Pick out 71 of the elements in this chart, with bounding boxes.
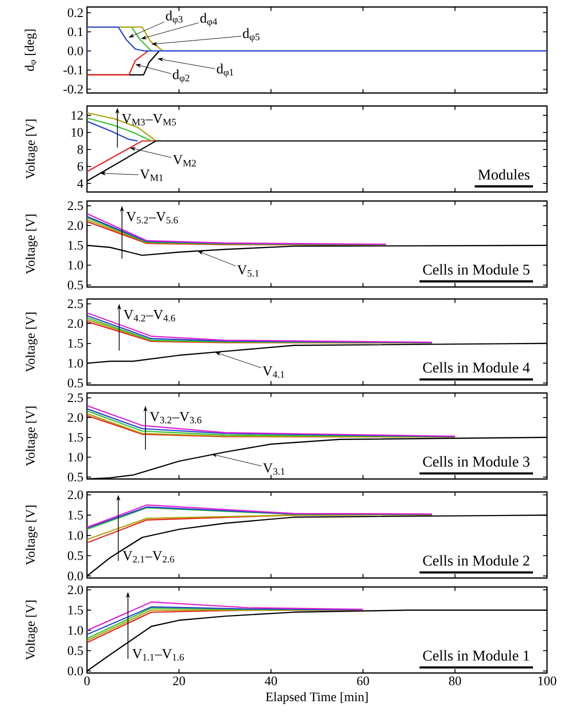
- annotation: d$_{φ2}$: [172, 69, 190, 84]
- y-tick-label: 1.5: [68, 606, 83, 614]
- text: Cells in Module 4: [423, 362, 530, 373]
- y-tick-label: -0.2: [63, 84, 83, 94]
- y-tick-label: 0.5: [68, 646, 83, 656]
- annotation: V$_{5.2}$–V$_{5.6}$: [126, 212, 178, 224]
- y-tick-label: 1.5: [68, 433, 83, 442]
- y-tick-label: 1.0: [68, 358, 83, 368]
- y-tick-label: 4: [77, 179, 84, 188]
- annotation: V$_{4.1}$: [262, 366, 284, 378]
- y-axis-title: Voltage [V]: [26, 600, 38, 660]
- y-axis-title: Voltage [V]: [26, 214, 38, 274]
- y-tick-label: 6: [78, 162, 84, 171]
- y-tick-label: 0.2: [68, 8, 83, 18]
- annotation: V$_{3.2}$–V$_{3.6}$: [150, 412, 202, 424]
- y-axis-title: Voltage [V]: [26, 406, 38, 466]
- annotation: d$_{φ3}$: [166, 10, 183, 25]
- y-tick-label: 0.5: [68, 378, 83, 388]
- y-tick-label: 1.5: [68, 339, 83, 348]
- annotation: d$_{φ4}$: [200, 12, 218, 27]
- y-tick-label: 0.0: [68, 46, 83, 56]
- y-tick-label: 0.5: [68, 472, 83, 482]
- y-tick-label: 0.0: [68, 572, 83, 580]
- text: Cells in Module 2: [423, 555, 530, 566]
- x-tick-label: 60: [357, 676, 369, 686]
- text: Modules: [478, 169, 530, 180]
- x-axis-title: Elapsed Time [min]: [266, 692, 368, 704]
- y-tick-label: 12: [72, 111, 83, 120]
- x-tick-label: 100: [538, 676, 556, 686]
- annotation: V$_{4.2}$–V$_{4.6}$: [124, 310, 176, 322]
- annotation: V$_{3.1}$: [262, 463, 285, 475]
- annotation: d$_{φ1}$: [216, 64, 234, 78]
- y-tick-label: 2.5: [68, 299, 83, 308]
- y-tick-label: 1.5: [68, 510, 83, 520]
- y-tick-label: 2.0: [68, 221, 83, 230]
- y-tick-label: 1.0: [68, 260, 83, 270]
- y-tick-label: 2.0: [68, 319, 83, 328]
- y-tick-label: 2.0: [68, 490, 83, 500]
- text: Cells in Module 3: [423, 456, 530, 467]
- y-axis-title: Voltage [V]: [26, 120, 38, 180]
- text: Cells in Module 5: [423, 264, 530, 275]
- y-tick-label: 1.0: [68, 531, 83, 540]
- y-tick-label: 0.5: [68, 280, 83, 290]
- x-tick-label: 0: [84, 676, 90, 686]
- y-axis-title: d$_{φ}$ [deg]: [24, 30, 38, 71]
- x-tick-label: 20: [173, 676, 185, 686]
- y-tick-label: 2.5: [68, 393, 83, 402]
- y-axis-title: Voltage [V]: [26, 312, 38, 372]
- annotation: V$_{1.1}$–V$_{1.6}$: [132, 649, 184, 661]
- y-tick-label: 1.0: [68, 452, 83, 462]
- y-tick-label: 2.0: [68, 585, 83, 594]
- y-axis-title: Voltage [V]: [26, 506, 38, 566]
- y-tick-label: 0.5: [68, 551, 83, 560]
- y-tick-label: 1.0: [68, 626, 83, 635]
- y-tick-label: -0.1: [63, 66, 83, 74]
- y-tick-label: 8: [78, 145, 83, 154]
- text: Cells in Module 1: [423, 650, 530, 661]
- y-tick-label: 0.1: [68, 27, 83, 36]
- y-tick-label: 2.0: [68, 413, 83, 422]
- annotation: d$_{φ5}$: [242, 28, 260, 42]
- x-tick-label: 80: [449, 676, 461, 686]
- y-tick-label: 0.0: [68, 666, 83, 676]
- annotation: V$_{2.1}$–V$_{2.6}$: [122, 551, 174, 563]
- annotation: V$_{M1}$: [140, 170, 163, 181]
- annotation: V$_{M3}$–V$_{M5}$: [122, 114, 176, 126]
- y-tick-label: 10: [72, 128, 83, 137]
- annotation: V$_{M2}$: [172, 155, 196, 166]
- x-tick-label: 40: [264, 676, 277, 686]
- annotation: V$_{5.1}$: [237, 265, 259, 277]
- y-tick-label: 2.5: [68, 201, 83, 210]
- y-tick-label: 1.5: [68, 241, 83, 250]
